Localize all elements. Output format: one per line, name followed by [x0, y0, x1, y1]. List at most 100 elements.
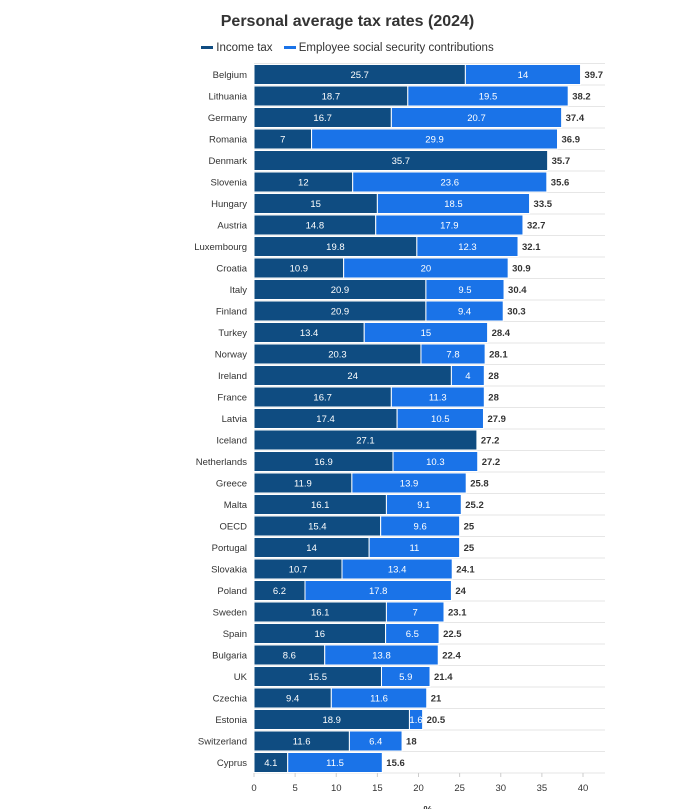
bar-social-security	[380, 515, 461, 537]
bar-social-security	[363, 322, 489, 343]
bar-social-security	[425, 300, 504, 322]
bar-social-security	[407, 85, 569, 107]
total-value-label: 28	[488, 393, 499, 404]
bar-value-label-social-security: 4	[465, 371, 470, 382]
bar-value-label-social-security: 9.4	[458, 307, 471, 318]
category-label: Iceland	[216, 436, 247, 447]
total-value-label: 35.6	[551, 178, 570, 189]
bar-value-label-social-security: 23.6	[441, 178, 460, 189]
bar-value-label-income-tax: 27.1	[356, 436, 375, 447]
bar-value-label-income-tax: 17.4	[316, 414, 335, 425]
category-label: France	[217, 393, 247, 404]
category-label: Cyprus	[217, 758, 247, 769]
bar-value-label-income-tax: 18.9	[322, 715, 341, 726]
bar-value-label-income-tax: 16.1	[311, 500, 330, 511]
total-value-label: 30.3	[507, 307, 526, 318]
bar-value-label-income-tax: 16.1	[311, 608, 330, 619]
bar-social-security	[368, 537, 461, 558]
x-axis: 0 5 10 15 20 25 30 35 40%	[251, 773, 588, 809]
bar-value-label-income-tax: 18.7	[322, 92, 341, 103]
bar-value-label-income-tax: 8.6	[283, 651, 296, 662]
bar-value-label-income-tax: 16	[315, 629, 326, 640]
total-value-label: 25.8	[470, 479, 489, 490]
bar-value-label-social-security: 20	[421, 264, 432, 275]
bar-value-label-social-security: 29.9	[425, 135, 444, 146]
total-value-label: 39.7	[585, 70, 604, 81]
x-axis-label: %	[424, 805, 433, 809]
category-label: OECD	[220, 522, 248, 533]
bar-value-label-income-tax: 24	[347, 371, 358, 382]
x-tick-label: 35	[537, 783, 548, 794]
bar-social-security	[311, 128, 559, 150]
bars	[253, 64, 582, 773]
bar-value-label-social-security: 1.6	[409, 715, 422, 726]
bar-value-label-social-security: 19.5	[479, 92, 498, 103]
category-label: Slovakia	[211, 565, 248, 576]
category-label: Czechia	[213, 694, 248, 705]
category-label: Germany	[208, 113, 247, 124]
legend-label-income-tax: Income tax	[216, 41, 273, 54]
total-value-label: 21	[431, 694, 442, 705]
bar-value-label-social-security: 13.4	[388, 565, 407, 576]
category-label: Italy	[230, 285, 248, 296]
category-label: Sweden	[213, 608, 247, 619]
bar-value-label-social-security: 6.5	[406, 629, 419, 640]
bar-social-security	[351, 472, 467, 494]
legend-label-social-security: Employee social security contributions	[298, 41, 494, 54]
bar-social-security	[380, 666, 431, 687]
total-value-label: 32.1	[522, 242, 541, 253]
x-tick-label: 20	[413, 783, 424, 794]
x-tick-label: 0	[251, 783, 256, 794]
bar-value-label-social-security: 6.4	[369, 737, 382, 748]
category-label: Denmark	[208, 156, 247, 167]
bar-value-label-income-tax: 12	[298, 178, 309, 189]
category-label: Croatia	[216, 264, 247, 275]
x-tick-label: 5	[292, 783, 297, 794]
bar-value-label-income-tax: 11.9	[294, 479, 312, 490]
category-label: Austria	[217, 221, 247, 232]
bar-value-label-income-tax: 4.1	[264, 758, 277, 769]
legend: Income tax Employee social security cont…	[0, 40, 695, 54]
legend-item-social-security[interactable]: Employee social security contributions	[283, 41, 494, 54]
bar-value-label-income-tax: 10.7	[289, 565, 308, 576]
bar-value-label-income-tax: 7	[280, 135, 285, 146]
legend-item-income-tax[interactable]: Income tax	[201, 41, 273, 54]
bar-social-security	[408, 709, 424, 730]
bar-value-label-social-security: 17.8	[369, 586, 388, 597]
total-value-label: 38.2	[572, 92, 591, 103]
total-value-label: 30.4	[508, 285, 527, 296]
legend-swatch-social-security	[283, 46, 296, 49]
bar-value-label-income-tax: 10.9	[290, 264, 309, 275]
category-label: Turkey	[218, 328, 247, 339]
category-label: Belgium	[213, 70, 247, 81]
total-value-label: 27.2	[481, 436, 500, 447]
total-value-label: 18	[406, 737, 417, 748]
category-label: Netherlands	[196, 457, 247, 468]
category-label: Bulgaria	[212, 651, 248, 662]
bar-social-security	[287, 752, 383, 773]
total-value-label: 36.9	[562, 135, 581, 146]
bar-social-security	[330, 687, 428, 709]
bar-social-security	[464, 64, 582, 85]
total-value-label: 20.5	[427, 715, 446, 726]
bar-value-label-social-security: 11.5	[326, 758, 344, 769]
category-label: Portugal	[212, 543, 247, 554]
bar-value-label-income-tax: 6.2	[273, 586, 286, 597]
total-value-label: 21.4	[434, 672, 453, 683]
bar-social-security	[392, 451, 479, 472]
bar-social-security	[385, 623, 440, 644]
bar-social-security	[343, 257, 509, 279]
bar-value-label-social-security: 9.5	[458, 285, 471, 296]
bar-social-security	[420, 343, 486, 365]
category-label: UK	[234, 672, 248, 683]
category-label: Ireland	[218, 371, 247, 382]
total-value-label: 22.5	[443, 629, 462, 640]
bar-value-label-income-tax: 35.7	[392, 156, 411, 167]
total-value-label: 33.5	[534, 199, 553, 210]
bar-value-label-social-security: 11.3	[429, 393, 447, 404]
category-label: Spain	[223, 629, 247, 640]
bar-value-label-income-tax: 20.9	[331, 285, 350, 296]
category-label: Norway	[215, 350, 247, 361]
bar-social-security	[390, 386, 485, 408]
